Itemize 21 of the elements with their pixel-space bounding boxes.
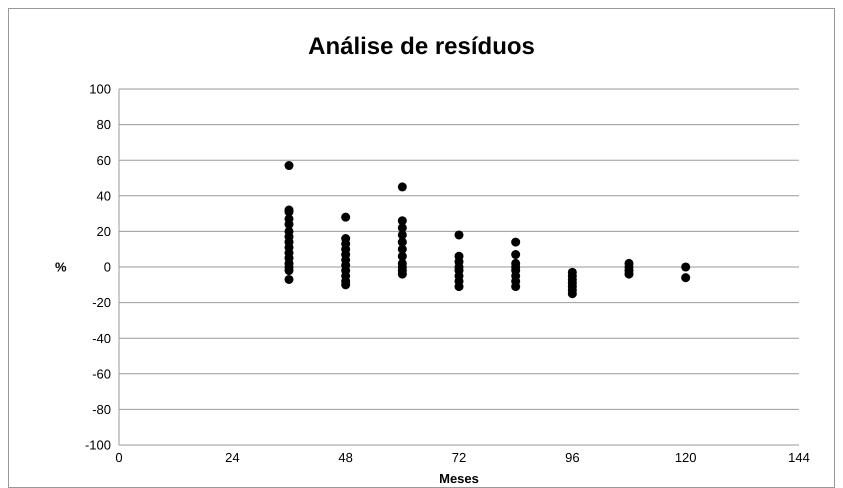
y-tick-label: -80 — [92, 402, 111, 418]
x-tick-label: 96 — [565, 450, 580, 466]
x-tick-label: 24 — [225, 450, 240, 466]
x-tick-label: 144 — [788, 450, 810, 466]
y-tick-label: -100 — [84, 438, 111, 453]
y-tick-label: 0 — [104, 260, 111, 275]
chart-title: Análise de resíduos — [307, 33, 536, 61]
y-tick-label: 100 — [89, 82, 111, 97]
x-tick-label: 0 — [115, 450, 123, 466]
y-tick-label: -60 — [92, 366, 111, 382]
y-axis-title: % — [55, 260, 67, 275]
y-tick-label: -40 — [92, 330, 111, 346]
y-tick-label: 40 — [96, 188, 111, 204]
y-tick-label: -20 — [92, 295, 111, 310]
x-tick-label: 120 — [674, 450, 697, 466]
y-tick-label: 60 — [96, 152, 111, 168]
y-tick-label: 80 — [96, 117, 111, 132]
x-axis-title: Meses — [439, 471, 479, 486]
x-tick-label: 72 — [452, 450, 466, 466]
y-tick-label: 20 — [96, 224, 111, 240]
x-tick-label: 48 — [338, 450, 353, 466]
